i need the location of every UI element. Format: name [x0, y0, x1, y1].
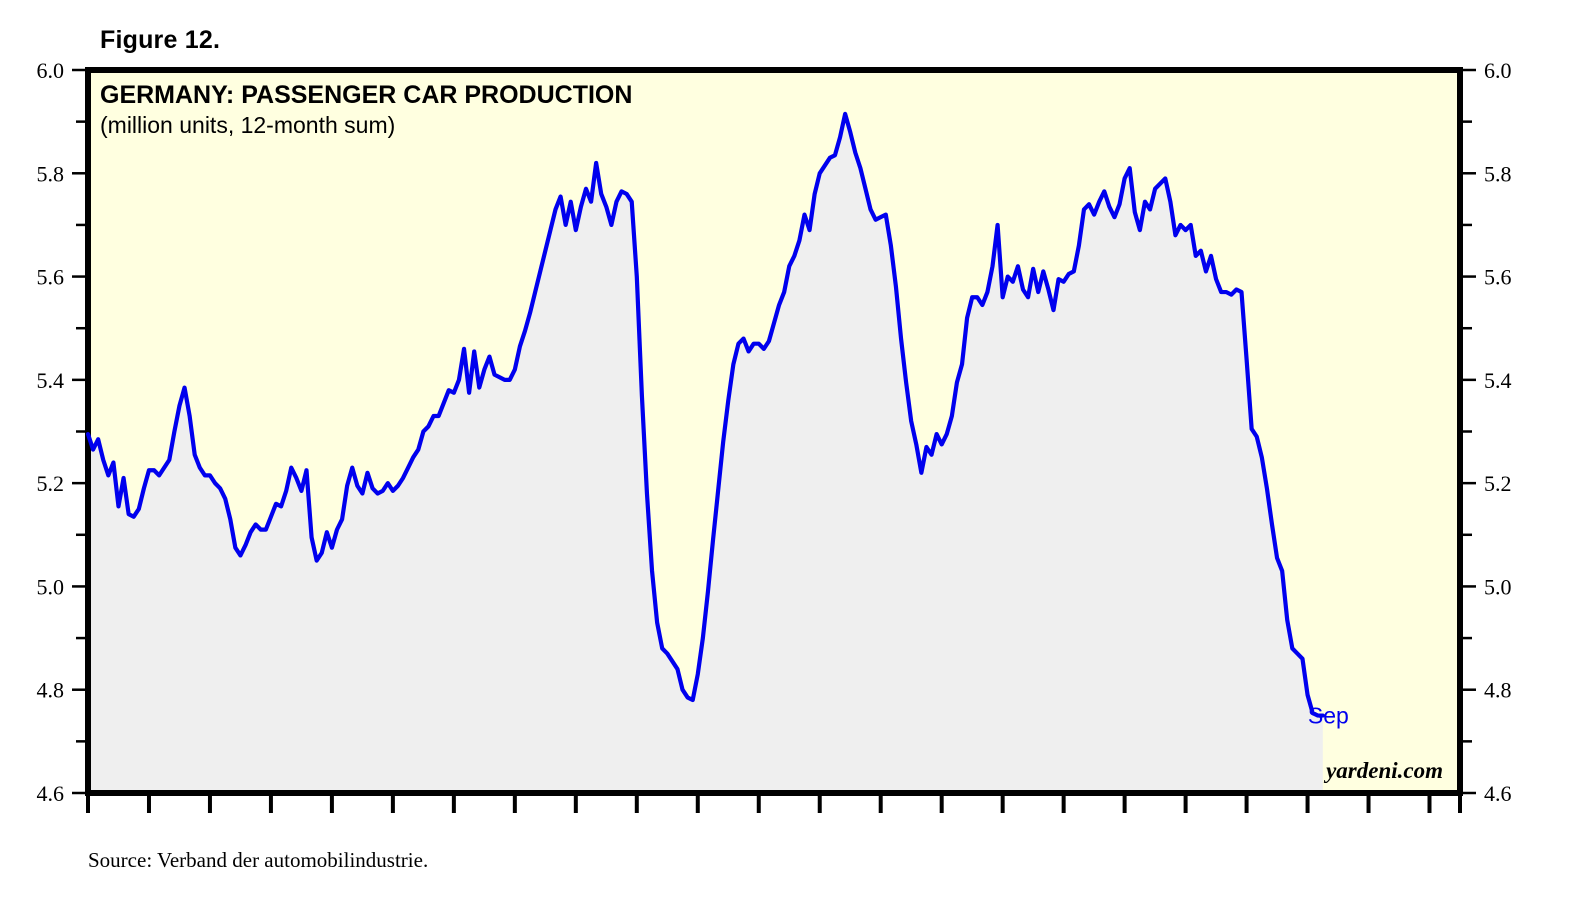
- y-tick-label-right: 5.8: [1484, 161, 1512, 186]
- source-note: Source: Verband der automobilindustrie.: [88, 848, 429, 872]
- last-value-annotation: Sep: [1308, 703, 1349, 729]
- chart-title: GERMANY: PASSENGER CAR PRODUCTION: [100, 81, 632, 109]
- y-tick-label-right: 5.6: [1484, 265, 1512, 290]
- y-tick-label-left: 5.0: [37, 574, 65, 599]
- y-tick-label-left: 5.8: [37, 161, 65, 186]
- y-tick-label-right: 4.6: [1484, 781, 1512, 806]
- data-line: [85, 111, 1325, 718]
- y-tick-label-left: 4.6: [37, 781, 65, 806]
- chart-text-group: GERMANY: PASSENGER CAR PRODUCTION (milli…: [100, 81, 1443, 783]
- chart-container: 6.0 5.8 5.6 5.4 5.2 5.0 4.8 4.6 6.0 5.8 5.6 5.4 5.2…: [0, 55, 1581, 815]
- y-tick-label-right: 4.8: [1484, 678, 1512, 703]
- line-chart: 6.0 5.8 5.6 5.4 5.2 5.0 4.8 4.6 6.0 5.8 5.6 5.4 5.2…: [37, 58, 1512, 813]
- chart-subtitle: (million units, 12-month sum): [100, 112, 395, 138]
- data-line-group: [85, 111, 1325, 718]
- y-axis-left-labels: 6.0 5.8 5.6 5.4 5.2 5.0 4.8 4.6: [37, 58, 65, 806]
- figure-number-label: Figure 12.: [100, 26, 221, 54]
- axes-group: [85, 67, 1463, 796]
- y-tick-label-right: 5.4: [1484, 368, 1512, 393]
- y-tick-label-left: 5.2: [37, 471, 65, 496]
- y-tick-label-left: 4.8: [37, 678, 65, 703]
- yardeni-watermark: yardeni.com: [1323, 758, 1443, 783]
- y-tick-label-left: 6.0: [37, 58, 65, 83]
- area-fill: [88, 113, 1323, 793]
- y-tick-label-right: 5.0: [1484, 574, 1512, 599]
- y-axis-right-labels: 6.0 5.8 5.6 5.4 5.2 5.0 4.8 4.6: [1484, 58, 1512, 806]
- tick-marks-group: [72, 68, 1476, 813]
- y-tick-label-left: 5.4: [37, 368, 65, 393]
- y-tick-label-left: 5.6: [37, 265, 65, 290]
- y-tick-label-right: 6.0: [1484, 58, 1512, 83]
- y-tick-label-right: 5.2: [1484, 471, 1512, 496]
- plot-frame: [85, 67, 1463, 796]
- area-fill-group: [88, 113, 1323, 793]
